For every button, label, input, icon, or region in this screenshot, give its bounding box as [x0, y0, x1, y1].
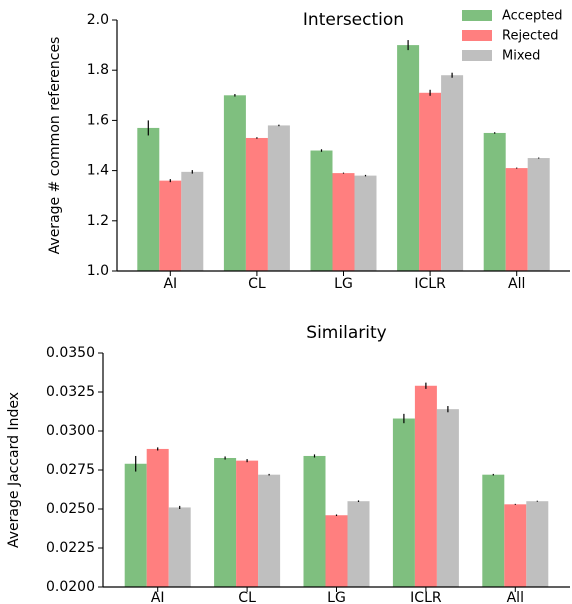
- bar: [526, 501, 549, 587]
- y-tick-label: 0.0325: [46, 384, 95, 400]
- x-tick-label: All: [508, 276, 525, 292]
- y-tick-label: 1.6: [87, 112, 109, 128]
- bar: [146, 448, 169, 587]
- y-tick-label: 0.0225: [46, 540, 95, 556]
- legend-swatch: [462, 30, 492, 41]
- bar: [303, 455, 326, 587]
- y-tick-label: 2.0: [87, 12, 109, 28]
- bar: [214, 457, 237, 587]
- y-axis-label: Average # common references: [47, 37, 63, 255]
- bar: [527, 158, 550, 271]
- x-tick-label: LG: [327, 590, 346, 604]
- y-tick-label: 1.2: [87, 213, 109, 229]
- y-tick-label: 0.0300: [46, 423, 95, 439]
- bar: [137, 127, 160, 272]
- x-tick-label: AI: [163, 276, 177, 292]
- y-tick-label: 0.0350: [46, 345, 95, 361]
- bar: [436, 409, 459, 587]
- bar: [354, 175, 377, 271]
- bar: [258, 474, 281, 587]
- bar: [181, 171, 204, 271]
- bar: [414, 385, 437, 587]
- y-tick-label: 0.0250: [46, 501, 95, 517]
- x-tick-label: CL: [248, 276, 266, 292]
- x-tick-label: ICLR: [414, 276, 446, 292]
- bar: [267, 125, 290, 271]
- bar: [483, 132, 506, 271]
- bar: [223, 95, 246, 271]
- bar: [124, 463, 147, 587]
- bar: [392, 418, 415, 587]
- bar: [168, 507, 191, 587]
- legend-swatch: [462, 10, 492, 21]
- bar: [419, 92, 442, 271]
- bar: [441, 75, 464, 271]
- y-tick-label: 1.4: [87, 163, 109, 179]
- bar: [347, 501, 370, 587]
- y-tick-label: 1.0: [87, 263, 109, 279]
- x-tick-label: AI: [151, 590, 165, 604]
- y-tick-label: 0.0200: [46, 579, 95, 595]
- bar: [397, 45, 420, 271]
- y-axis-label: Average Jaccard Index: [6, 392, 22, 548]
- chart-title: Intersection: [303, 10, 404, 30]
- bar: [482, 474, 505, 587]
- x-tick-label: All: [507, 590, 524, 604]
- bar: [504, 504, 527, 587]
- x-tick-label: ICLR: [410, 590, 442, 604]
- bar: [236, 460, 259, 587]
- bar: [310, 150, 333, 271]
- bar: [159, 180, 182, 271]
- y-tick-label: 1.8: [87, 62, 109, 78]
- legend-label: Mixed: [502, 49, 540, 64]
- chart-title: Similarity: [306, 323, 386, 343]
- legend-swatch: [462, 50, 492, 61]
- legend-label: Rejected: [502, 29, 559, 44]
- x-tick-label: CL: [238, 590, 256, 604]
- bar: [505, 168, 528, 271]
- bar: [245, 137, 268, 271]
- legend-label: Accepted: [502, 9, 563, 24]
- x-tick-label: LG: [334, 276, 353, 292]
- bar: [332, 173, 355, 271]
- y-tick-label: 0.0275: [46, 462, 95, 478]
- bar: [325, 515, 348, 587]
